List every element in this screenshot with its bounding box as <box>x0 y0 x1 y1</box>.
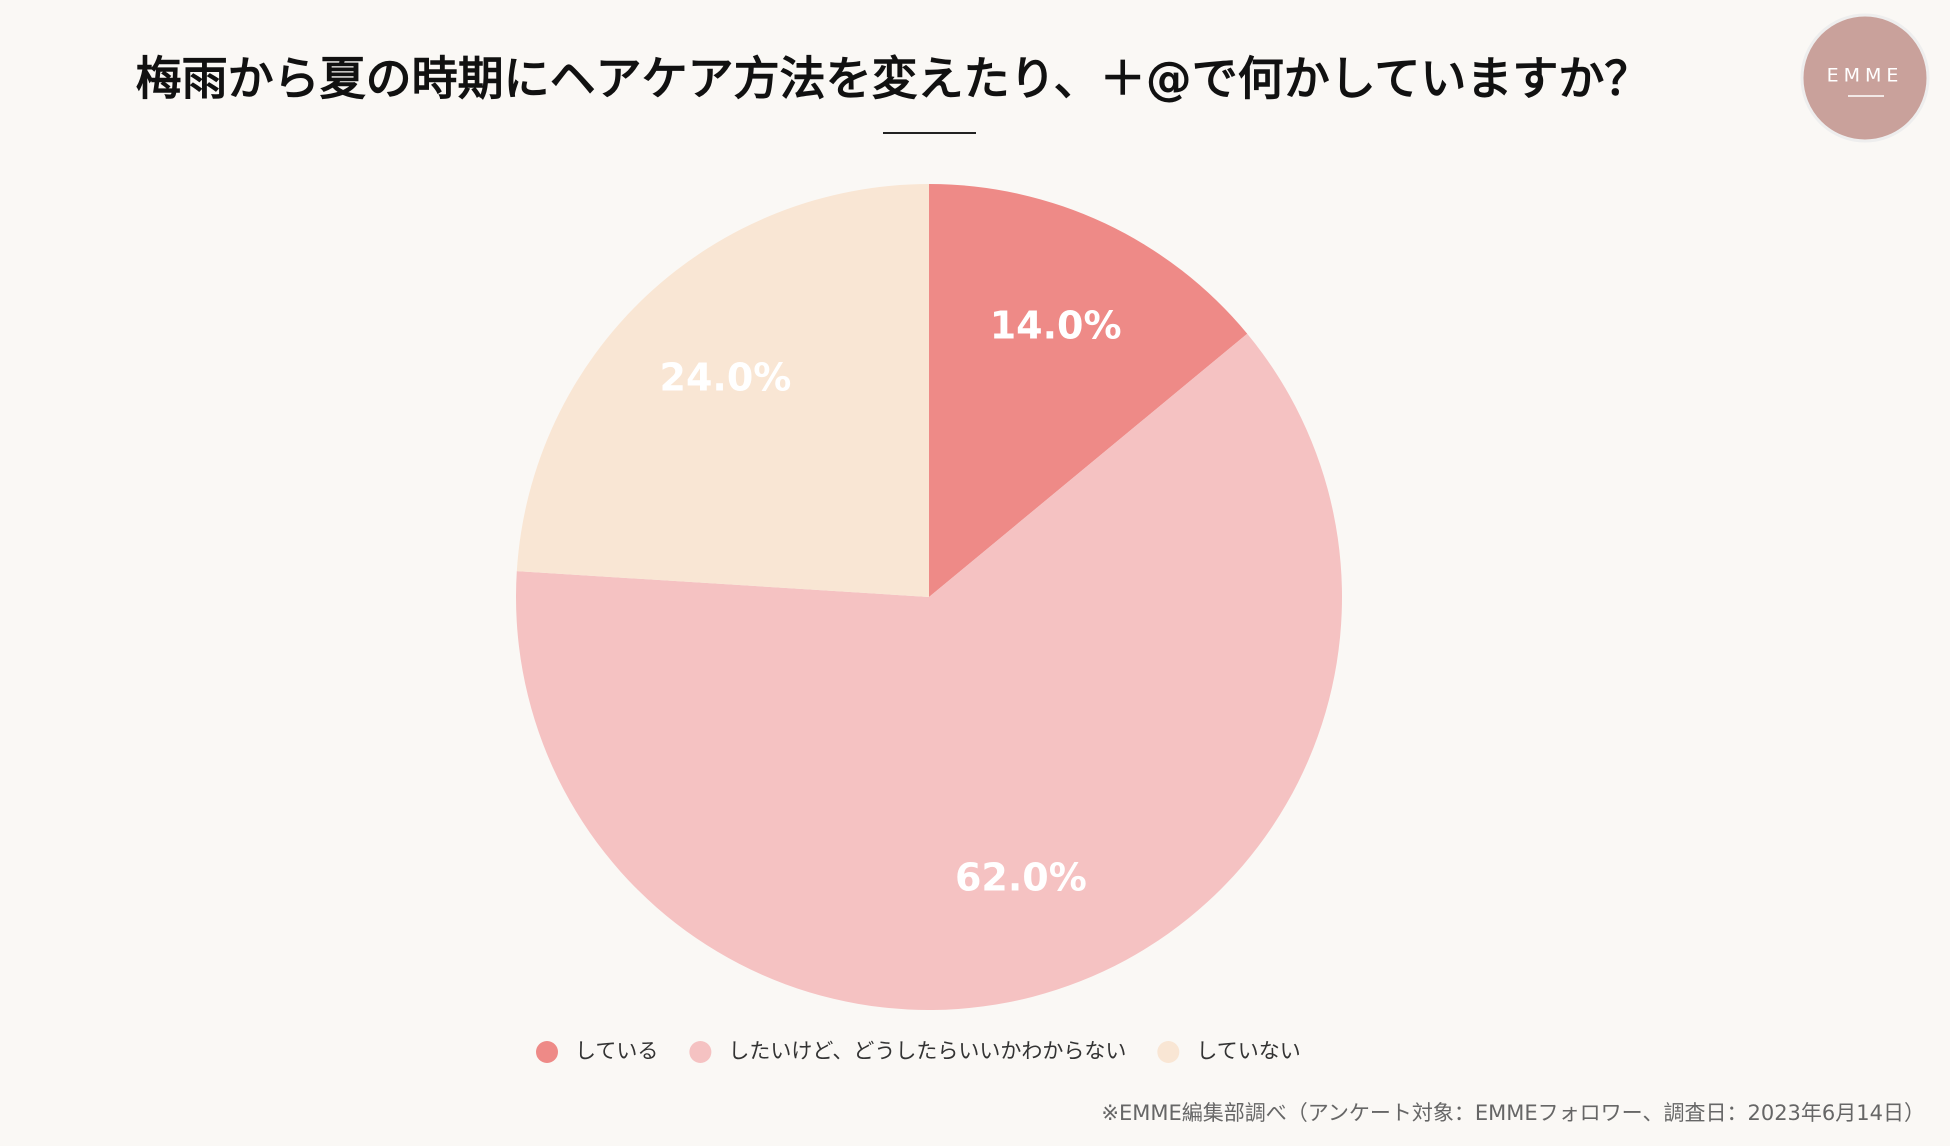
legend-label: している <box>575 1039 658 1063</box>
data-label: 24.0% <box>660 356 792 400</box>
legend-marker <box>1157 1041 1180 1063</box>
legend-label: したいけど、どうしたらいいかわからない <box>728 1039 1126 1063</box>
chart-title: 梅雨から夏の時期にヘアケア方法を変えたり、＋@で何かしていますか？ <box>136 52 1651 106</box>
data-label: 62.0% <box>955 855 1087 899</box>
pie-slice <box>516 333 1342 1011</box>
logo-text: EMME <box>1827 65 1904 87</box>
legend-marker <box>689 1041 712 1063</box>
source-note: ※EMME編集部調べ（アンケート対象：EMMEフォロワー、調査日：2023年6月… <box>1101 1101 1925 1125</box>
legend-marker <box>536 1041 558 1063</box>
data-label: 14.0% <box>990 303 1122 347</box>
pie-slice <box>929 184 1248 597</box>
pie-slice <box>516 184 929 597</box>
legend-label: していない <box>1196 1039 1300 1063</box>
logo <box>1800 13 1930 143</box>
